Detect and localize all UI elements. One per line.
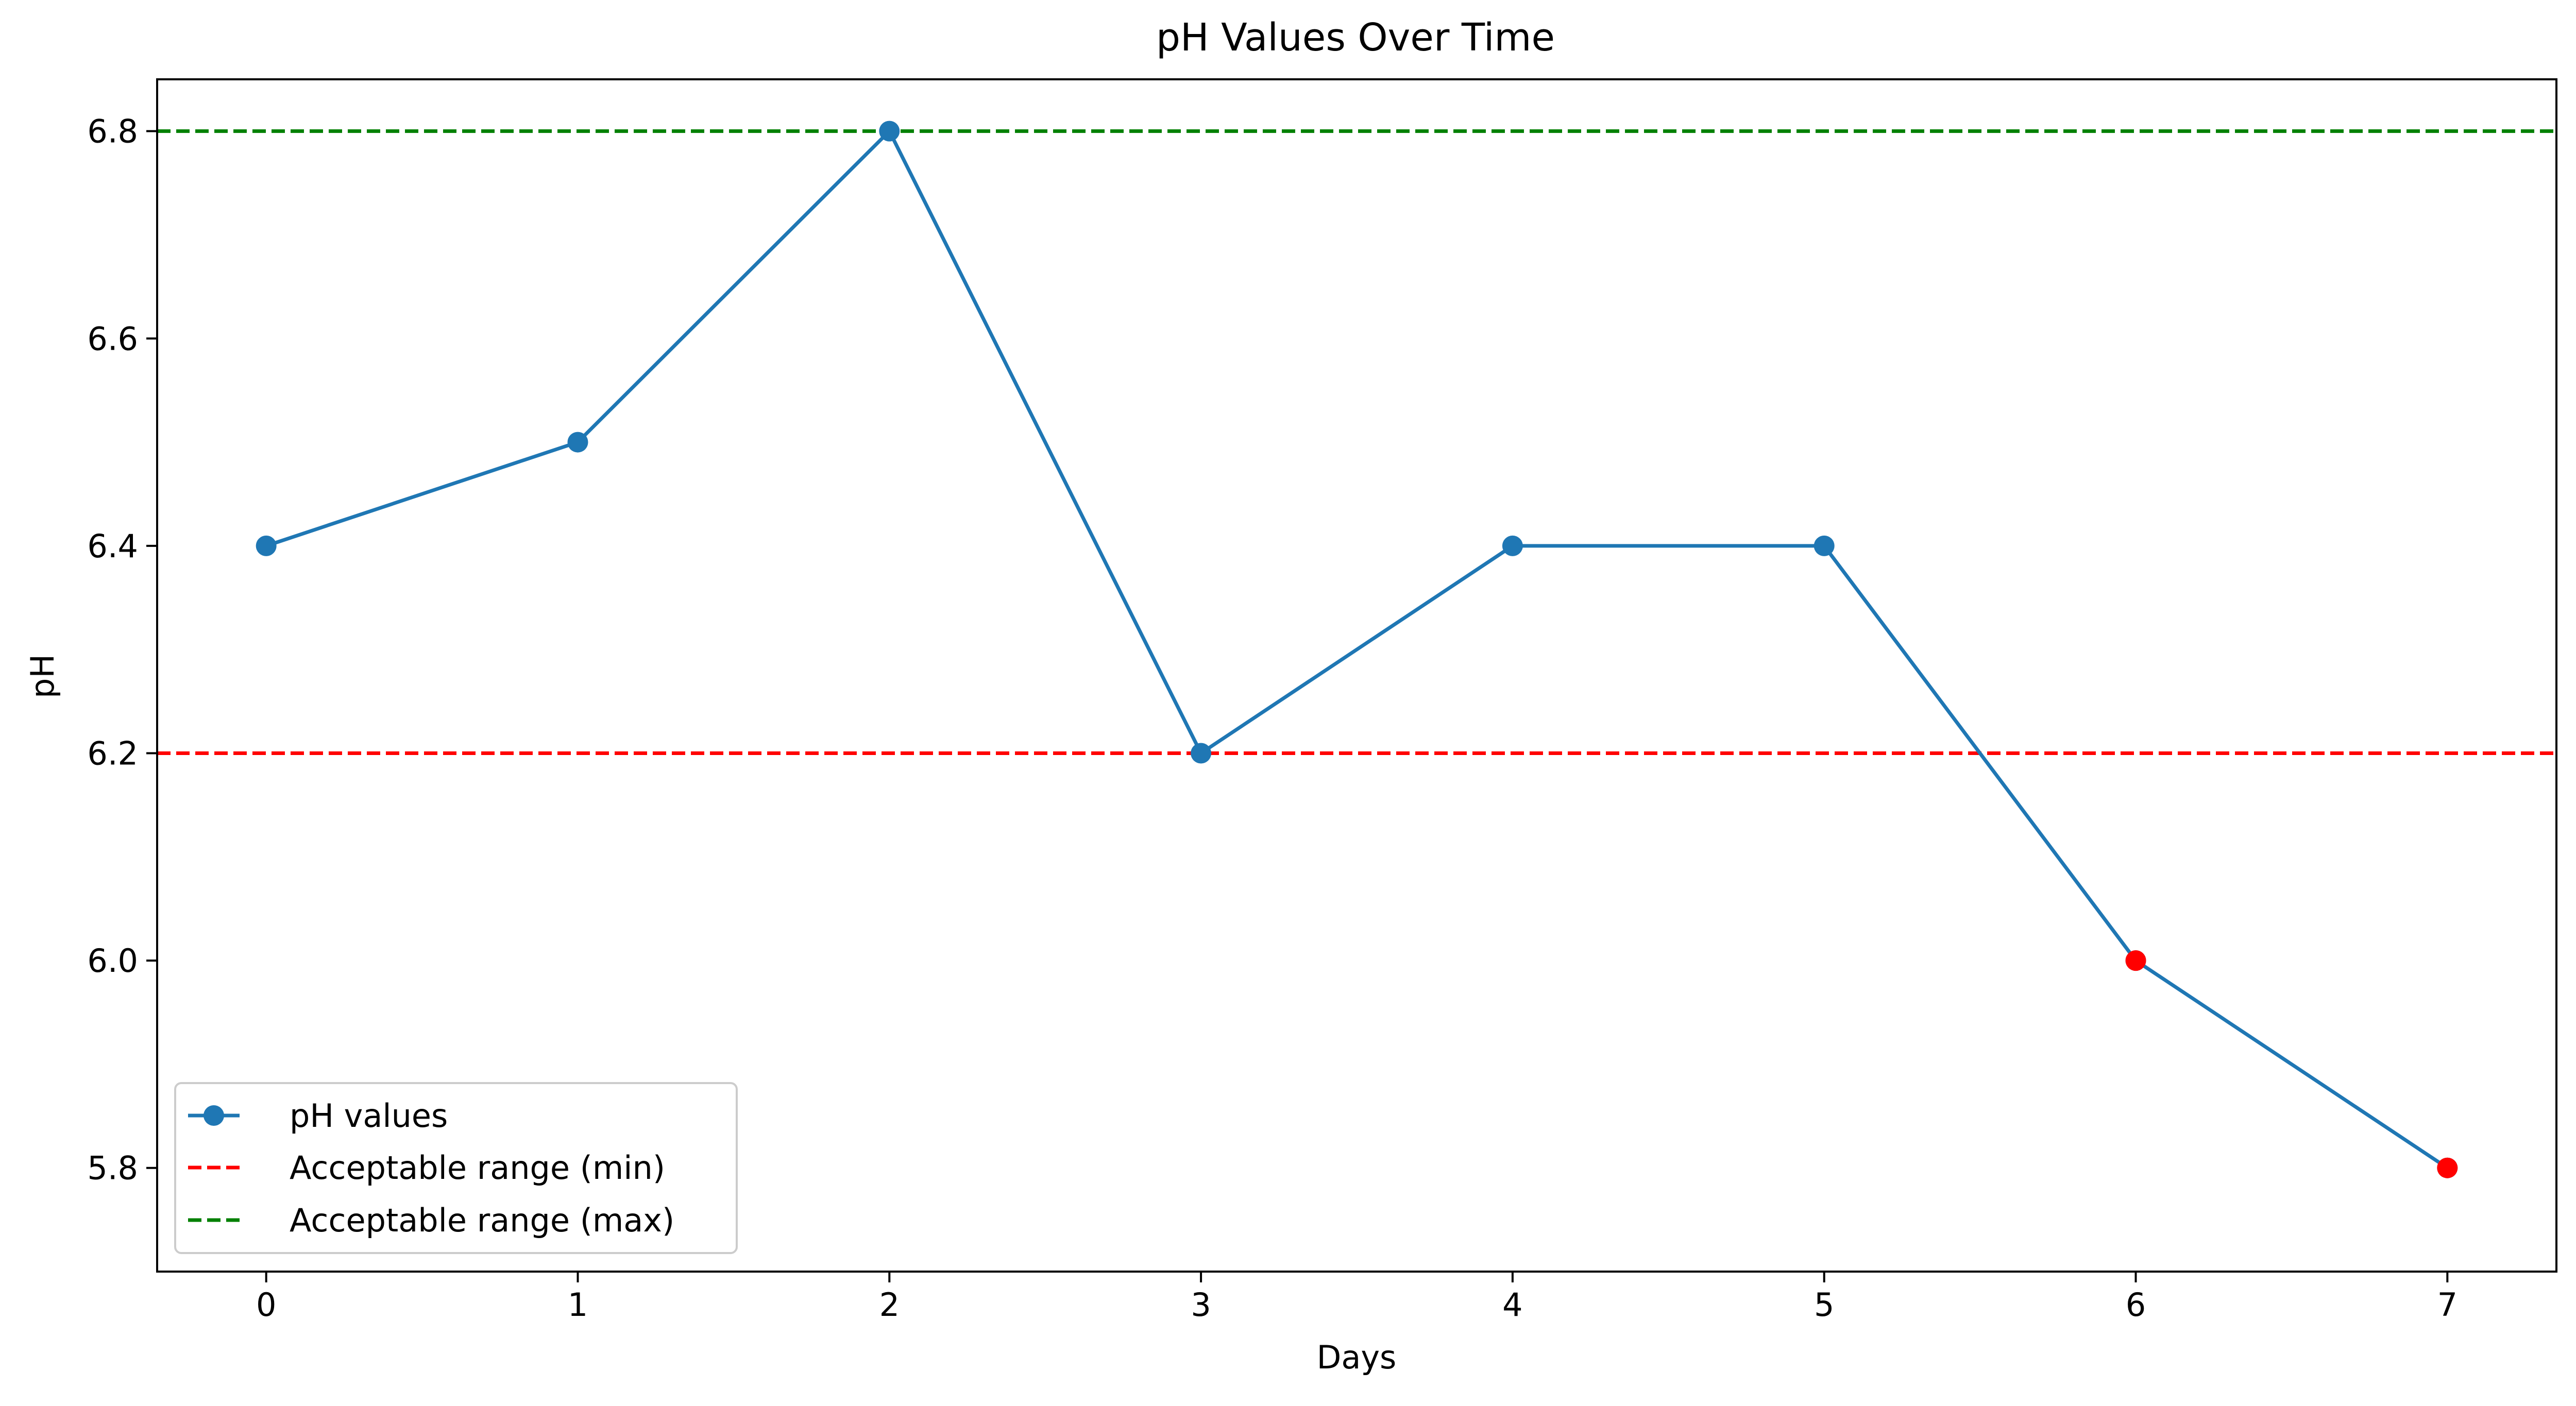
- x-axis-label: Days: [1317, 1339, 1397, 1376]
- y-tick-label: 5.8: [87, 1150, 138, 1187]
- series-line-ph-values: [265, 129, 2449, 1170]
- data-point: [879, 121, 900, 142]
- y-axis: 5.8 6.0 6.2 6.4 6.6 6.8: [87, 113, 157, 1187]
- y-tick-label: 6.0: [87, 942, 138, 980]
- y-tick-label: 6.6: [87, 320, 138, 357]
- x-tick-label: 5: [1814, 1286, 1834, 1324]
- legend-label: Acceptable range (min): [290, 1149, 665, 1187]
- plot-border: [156, 78, 2557, 1273]
- data-point: [1502, 535, 1523, 556]
- x-tick-label: 7: [2437, 1286, 2458, 1324]
- y-axis-label: pH: [24, 654, 61, 698]
- chart-title: pH Values Over Time: [1156, 15, 1555, 60]
- plot-frame: [157, 79, 2556, 1272]
- y-tick-label: 6.8: [87, 113, 138, 150]
- out-of-range-point: [2125, 950, 2146, 971]
- x-tick-label: 1: [568, 1286, 588, 1324]
- x-tick-label: 0: [256, 1286, 276, 1324]
- data-point: [256, 535, 277, 556]
- legend-box: [174, 1082, 738, 1254]
- legend-label: pH values: [290, 1097, 448, 1135]
- series-layer: [256, 121, 2458, 1178]
- x-tick-label: 3: [1191, 1286, 1211, 1324]
- y-tick-label: 6.2: [87, 734, 138, 772]
- out-of-range-point: [2437, 1157, 2458, 1178]
- plot-area: [156, 78, 2557, 1273]
- x-tick-label: 2: [879, 1286, 900, 1324]
- legend-marker: [204, 1105, 224, 1126]
- x-tick-label: 4: [1502, 1286, 1522, 1324]
- y-tick-label: 6.4: [87, 527, 138, 565]
- legend: pH values Acceptable range (min) Acceptabl…: [174, 1082, 738, 1254]
- legend-entries: pH values Acceptable range (min) Acceptabl…: [188, 1097, 674, 1239]
- x-tick-label: 6: [2126, 1286, 2146, 1324]
- data-point: [567, 432, 588, 453]
- data-point: [1191, 743, 1212, 764]
- data-point: [1814, 535, 1835, 556]
- legend-label: Acceptable range (max): [290, 1202, 674, 1239]
- x-axis: 0 1 2 3 4 5 6 7: [256, 1272, 2458, 1324]
